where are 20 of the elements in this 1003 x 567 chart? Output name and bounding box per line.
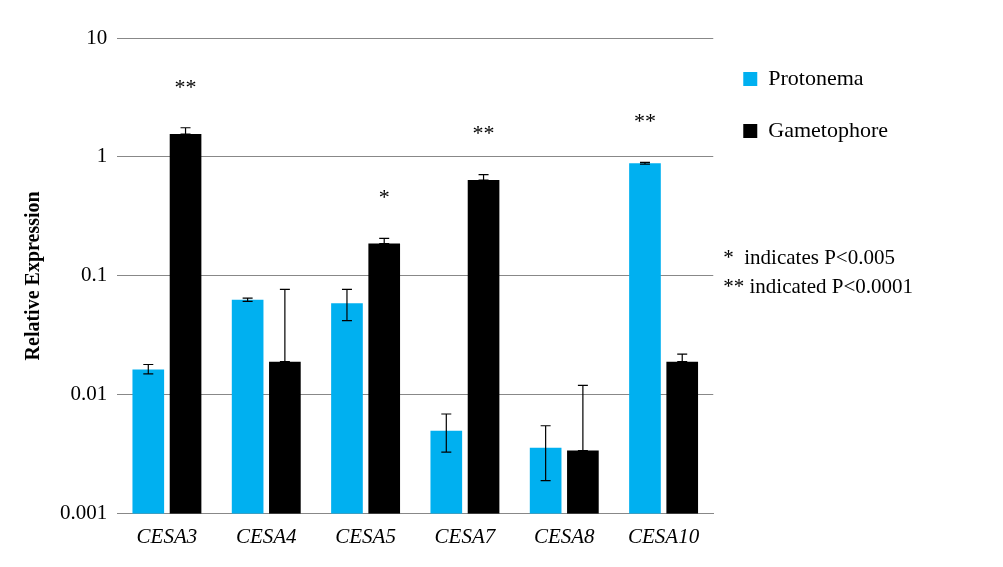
y-tick-label: 1 — [96, 143, 108, 168]
x-tick-label: CESA10 — [628, 523, 700, 548]
data-label: ** — [472, 120, 495, 146]
text: ** indicated P<0.0001 — [723, 273, 914, 298]
x-tick-label: CESA4 — [235, 523, 298, 548]
y-tick-label: 0.001 — [60, 500, 108, 525]
legend-label: Protonema — [768, 64, 864, 90]
text: * indicates P<0.005 — [723, 244, 895, 269]
x-tick-label: CESA3 — [136, 523, 198, 548]
y-axis-title: Relative Expression — [21, 191, 45, 361]
x-tick-label: CESA5 — [335, 523, 396, 548]
x-tick-label: CESA7 — [434, 523, 497, 548]
y-tick-label: 0.1 — [81, 262, 108, 287]
data-label: ** — [633, 108, 656, 134]
data-label: ** — [174, 73, 197, 99]
x-tick-label: CESA8 — [533, 523, 596, 548]
data-label: * — [378, 184, 390, 210]
y-tick-label: 10 — [86, 24, 108, 49]
legend-label: Gametophore — [768, 116, 888, 142]
y-tick-label: 0.01 — [70, 381, 108, 406]
